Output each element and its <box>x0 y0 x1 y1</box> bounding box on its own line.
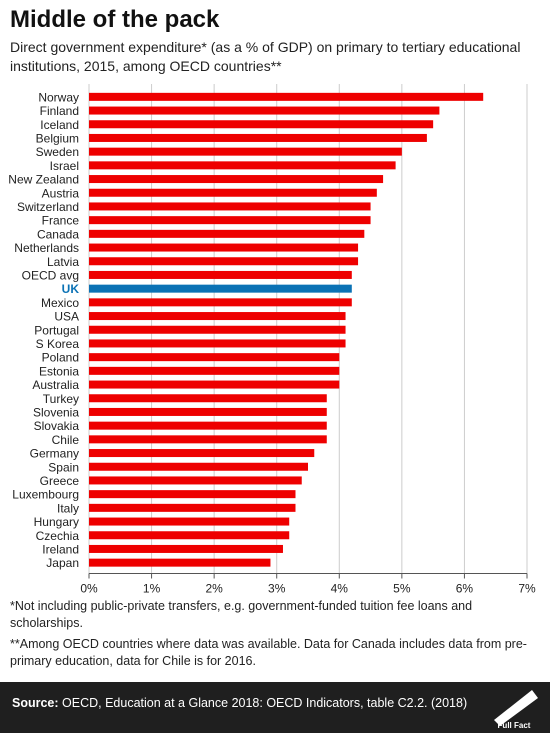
bar-greece <box>89 476 302 485</box>
bar-canada <box>89 229 365 238</box>
bar-uk <box>89 284 352 293</box>
bar-italy <box>89 503 296 512</box>
category-label: OECD avg <box>22 268 79 282</box>
category-label: Austria <box>42 186 80 200</box>
category-label: Japan <box>46 556 79 570</box>
category-labels: NorwayFinlandIcelandBelgiumSwedenIsraelN… <box>8 90 79 570</box>
category-label: USA <box>54 310 79 324</box>
category-label: Portugal <box>34 323 79 337</box>
x-tick-label: 1% <box>143 582 161 596</box>
category-label: Canada <box>37 227 79 241</box>
bar-ireland <box>89 544 283 553</box>
full-fact-logo-icon: Full Fact <box>494 690 538 730</box>
bar-oecd-avg <box>89 270 352 279</box>
category-label: Belgium <box>36 131 79 145</box>
x-tick-label: 5% <box>393 582 411 596</box>
source-label: Source: <box>12 696 59 710</box>
bar-slovakia <box>89 421 327 430</box>
x-tick-label: 2% <box>205 582 223 596</box>
bar-estonia <box>89 366 340 375</box>
bar-sweden <box>89 147 402 156</box>
x-tick-label: 7% <box>518 582 536 596</box>
source-text: OECD, Education at a Glance 2018: OECD I… <box>62 696 468 710</box>
category-label: Turkey <box>43 392 79 406</box>
category-label: Iceland <box>40 118 79 132</box>
bar-germany <box>89 449 315 458</box>
bar-belgium <box>89 133 427 142</box>
category-label: UK <box>62 282 80 296</box>
category-label: New Zealand <box>8 173 79 187</box>
bar-israel <box>89 161 396 170</box>
category-label: Australia <box>32 378 79 392</box>
category-label: Netherlands <box>14 241 79 255</box>
category-label: Slovenia <box>33 405 79 419</box>
chart-title: Middle of the pack <box>10 6 220 33</box>
bar-chart-svg: NorwayFinlandIcelandBelgiumSwedenIsraelN… <box>8 84 536 596</box>
category-label: Finland <box>40 104 79 118</box>
bar-poland <box>89 353 340 362</box>
x-tick-label: 4% <box>331 582 349 596</box>
x-tick-label: 3% <box>268 582 286 596</box>
category-label: Norway <box>38 90 79 104</box>
bar-iceland <box>89 120 434 129</box>
category-label: Estonia <box>39 364 79 378</box>
category-label: Spain <box>48 460 79 474</box>
bar-japan <box>89 558 271 567</box>
footnote-availability: **Among OECD countries where data was av… <box>10 637 527 668</box>
category-label: Czechia <box>36 529 80 543</box>
bar-slovenia <box>89 407 327 416</box>
x-tick-label: 0% <box>80 582 98 596</box>
bar-norway <box>89 92 484 101</box>
bar-austria <box>89 188 377 197</box>
category-label: Ireland <box>42 542 79 556</box>
source-line: Source: OECD, Education at a Glance 2018… <box>12 696 467 710</box>
category-label: Italy <box>57 501 79 515</box>
footnote-transfers: *Not including public-private transfers,… <box>10 599 473 630</box>
x-tick-label: 6% <box>456 582 474 596</box>
category-label: Hungary <box>34 515 79 529</box>
bar-portugal <box>89 325 346 334</box>
bar-czechia <box>89 531 290 540</box>
bars <box>89 92 484 567</box>
bar-latvia <box>89 257 359 266</box>
bar-chile <box>89 435 327 444</box>
bar-turkey <box>89 394 327 403</box>
logo-text: Full Fact <box>498 721 531 730</box>
category-label: Chile <box>52 433 80 447</box>
category-label: Greece <box>40 474 80 488</box>
bar-finland <box>89 106 440 115</box>
bar-netherlands <box>89 243 359 252</box>
category-label: Latvia <box>47 255 79 269</box>
category-label: S Korea <box>36 337 80 351</box>
bar-mexico <box>89 298 352 307</box>
bar-spain <box>89 462 308 471</box>
category-label: Poland <box>42 351 79 365</box>
x-axis-ticks: 0% 1% 2% 3% 4% 5% 6% 7% <box>80 573 536 596</box>
bar-usa <box>89 312 346 321</box>
category-label: Mexico <box>41 296 79 310</box>
category-label: Switzerland <box>17 200 79 214</box>
bar-s-korea <box>89 339 346 348</box>
category-label: France <box>42 214 80 228</box>
bar-luxembourg <box>89 490 296 499</box>
category-label: Israel <box>50 159 79 173</box>
category-label: Luxembourg <box>12 488 79 502</box>
bar-australia <box>89 380 340 389</box>
bar-hungary <box>89 517 290 526</box>
bar-france <box>89 216 371 225</box>
category-label: Germany <box>30 447 79 461</box>
chart-subtitle: Direct government expenditure* (as a % o… <box>10 39 521 74</box>
bar-chart: Norway Finland Iceland Belgium Sweden Israel N… <box>0 80 550 600</box>
bar-switzerland <box>89 202 371 211</box>
category-label: Slovakia <box>34 419 80 433</box>
bar-new-zealand <box>89 175 384 184</box>
source-footer: Source: OECD, Education at a Glance 2018… <box>0 682 550 733</box>
category-label: Sweden <box>36 145 79 159</box>
